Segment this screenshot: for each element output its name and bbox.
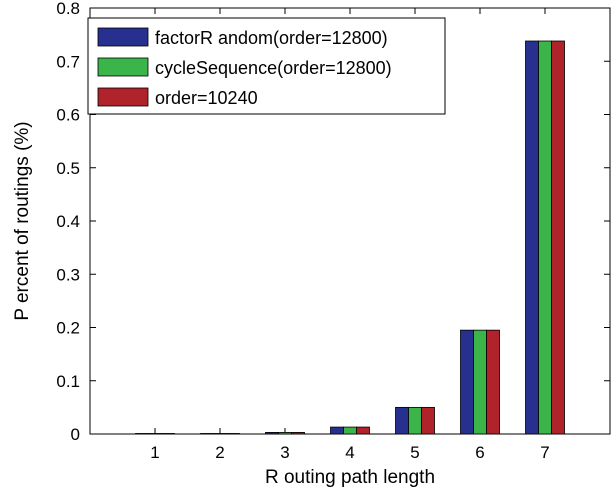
- bar-series-3-cat-6: [486, 329, 500, 435]
- bars: [135, 40, 565, 435]
- y-tick-label: 0.6: [56, 106, 80, 125]
- bar-series-3-cat-5: [421, 406, 435, 435]
- legend: factorR andom(order=12800) cycleSequence(…: [87, 17, 446, 115]
- legend-swatch: [97, 57, 149, 77]
- y-tick-label: 0.5: [56, 159, 80, 178]
- x-axis-label: R outing path length: [265, 467, 435, 488]
- x-tick-label: 6: [475, 443, 484, 462]
- x-tick-label: 3: [280, 443, 289, 462]
- bar-series-2-cat-6: [473, 329, 487, 435]
- legend-label: cycleSequence(order=12800): [155, 58, 392, 78]
- bar-series-2-cat-7: [538, 40, 552, 435]
- bar-series-2-cat-4: [343, 426, 357, 435]
- bar-series-1-cat-6: [460, 329, 474, 435]
- bar-series-1-cat-1: [135, 433, 149, 435]
- x-axis: 1 2 3 4 5 6 7: [150, 8, 550, 462]
- y-tick-label: 0.7: [56, 52, 80, 71]
- y-axis-label: P ercent of routings (%): [12, 121, 33, 320]
- legend-swatch: [97, 27, 149, 47]
- bar-series-2-cat-3: [278, 432, 292, 435]
- bar-series-3-cat-1: [161, 433, 175, 435]
- bar-series-3-cat-4: [356, 426, 370, 435]
- legend-label: factorR andom(order=12800): [155, 28, 388, 48]
- x-tick-label: 7: [540, 443, 549, 462]
- bar-series-2-cat-1: [148, 433, 162, 435]
- bar-series-1-cat-4: [330, 426, 344, 435]
- bar-series-2-cat-2: [213, 433, 227, 435]
- legend-swatch: [97, 87, 149, 107]
- y-tick-label: 0.4: [56, 212, 80, 231]
- y-axis: 0 0.1 0.2 0.3 0.4 0.5 0.6 0.7 0.8: [56, 0, 610, 444]
- y-tick-label: 0: [71, 425, 80, 444]
- y-tick-label: 0.2: [56, 319, 80, 338]
- bar-series-1-cat-2: [200, 433, 214, 435]
- x-tick-label: 4: [345, 443, 354, 462]
- bar-series-3-cat-2: [226, 433, 240, 435]
- y-tick-label: 0.8: [56, 0, 80, 18]
- bar-series-2-cat-5: [408, 406, 422, 435]
- y-tick-label: 0.3: [56, 265, 80, 284]
- x-tick-label: 2: [215, 443, 224, 462]
- x-tick-label: 5: [410, 443, 419, 462]
- y-tick-label: 0.1: [56, 372, 80, 391]
- x-tick-label: 1: [150, 443, 159, 462]
- legend-label: order=10240: [155, 88, 258, 108]
- bar-series-1-cat-5: [395, 406, 409, 435]
- bar-series-1-cat-3: [265, 432, 279, 435]
- bar-series-1-cat-7: [525, 40, 539, 435]
- bar-series-3-cat-3: [291, 432, 305, 435]
- bar-series-3-cat-7: [551, 40, 565, 435]
